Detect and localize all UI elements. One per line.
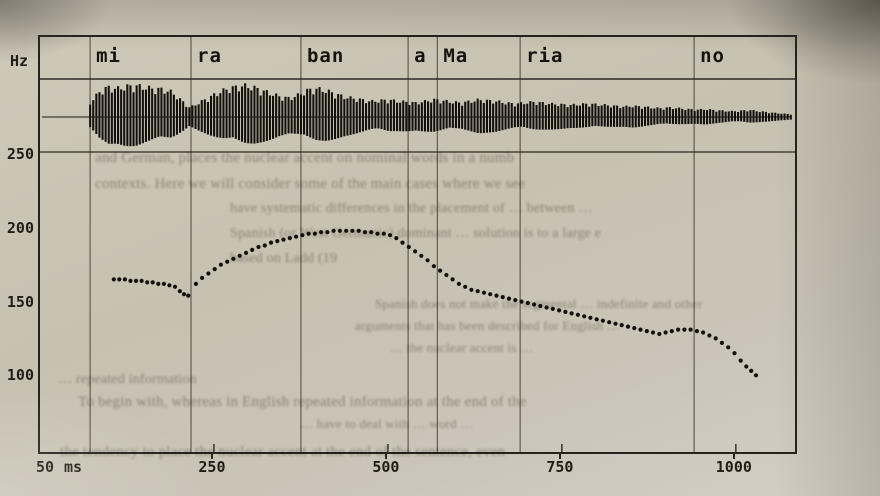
y-tick-label-50: 50 [36, 458, 55, 476]
y-tick-label-100: 100 [6, 366, 34, 385]
segment-label-Ma: Ma [443, 45, 469, 67]
x-tick-marks-inner [213, 444, 737, 452]
segment-label-ban: ban [306, 45, 345, 67]
y-tick-label-200: 200 [6, 218, 34, 237]
x-axis-unit-label: ms [64, 458, 83, 476]
x-tick-mark-750 [558, 452, 561, 459]
y-axis-unit-label: Hz [10, 52, 29, 70]
x-tick-label-1000: 1000 [715, 458, 752, 476]
x-tick-mark-500 [384, 452, 387, 459]
x-tick-mark-250 [210, 452, 213, 459]
segment-label-ra: ra [197, 45, 222, 67]
x-tick-mark-1000 [732, 452, 735, 459]
x-tick-label-500: 500 [372, 458, 400, 476]
y-tick-label-150: 150 [6, 292, 34, 311]
segment-label-tier: mi ra ban a Ma ria no [40, 37, 795, 79]
pitch-plot-svg [40, 37, 795, 452]
segment-label-no: no [700, 45, 725, 67]
y-tick-label-250: 250 [6, 145, 34, 163]
x-tick-label-250: 250 [198, 458, 226, 476]
pitch-track-figure: mi ra ban a Ma ria no [38, 35, 797, 454]
pitch-contour [111, 228, 759, 378]
x-tick-label-750: 750 [546, 458, 574, 476]
segment-label-ria: ria [526, 45, 564, 67]
segment-label-a: a [414, 45, 427, 67]
segment-label-mi: mi [96, 45, 121, 67]
waveform [42, 83, 792, 147]
